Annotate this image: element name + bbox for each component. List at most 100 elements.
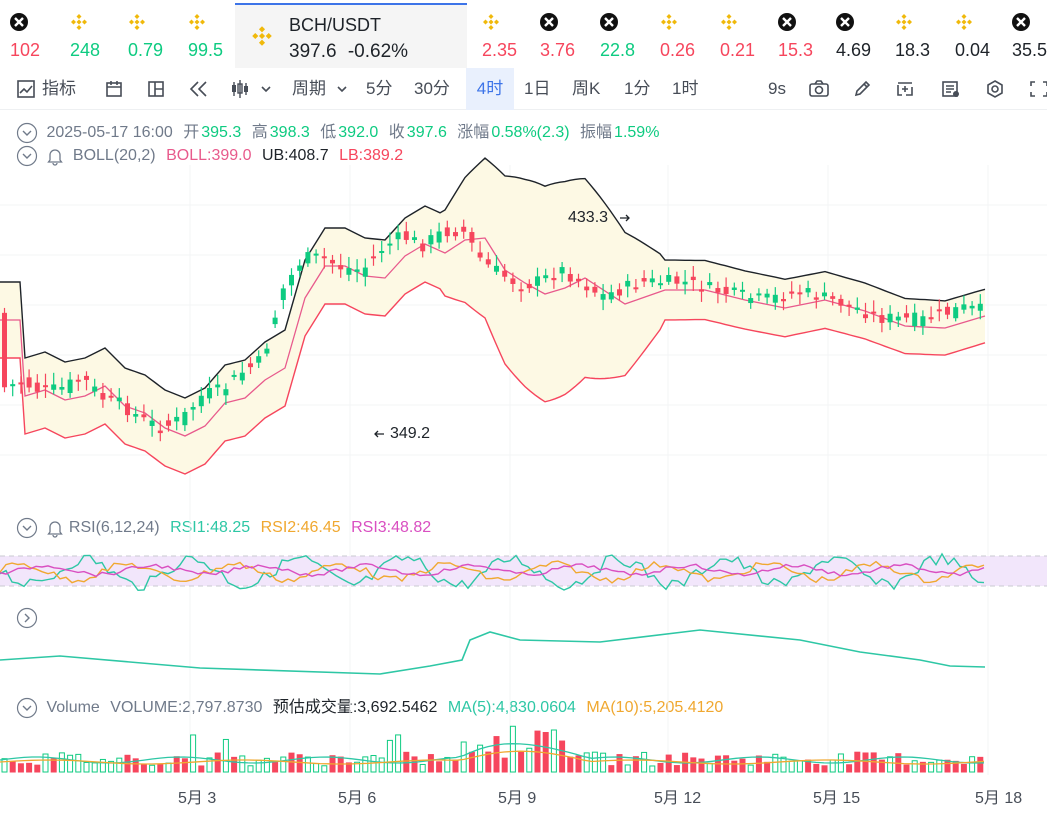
- chart-type-dropdown[interactable]: [230, 68, 276, 110]
- candle-body: [362, 267, 368, 277]
- collapse-chevron-icon[interactable]: [16, 145, 38, 167]
- volume-bar: [665, 754, 672, 773]
- candle-body: [477, 252, 483, 258]
- candle-body: [904, 313, 909, 318]
- refresh-countdown[interactable]: 9s: [768, 79, 786, 98]
- ticker-item[interactable]: 0.26: [660, 0, 700, 68]
- ticker-strip: 102 248 0.79 99.5 BCH/USDT 397.6 -0.62% …: [0, 0, 1047, 68]
- indicators-button[interactable]: 指标: [16, 68, 86, 110]
- layout-button[interactable]: [146, 68, 168, 110]
- period-dropdown[interactable]: 周期: [292, 68, 352, 110]
- bell-icon[interactable]: [46, 518, 64, 538]
- high-price-annotation: 433.3: [568, 209, 608, 226]
- candle-body: [43, 385, 48, 388]
- volume-bar: [542, 732, 549, 773]
- volume-ma5-line: [0, 743, 985, 764]
- expand-chevron-icon[interactable]: [16, 607, 38, 629]
- boll-mid: BOLL:399.0: [166, 147, 252, 165]
- candle-body: [666, 275, 672, 282]
- interval-5m[interactable]: 5分: [366, 79, 393, 98]
- ticker-price: 18.3: [895, 40, 931, 60]
- candle-body: [166, 420, 171, 426]
- candle-body: [116, 397, 122, 402]
- volume-bar: [247, 765, 254, 773]
- interval-1w[interactable]: 周K: [572, 79, 601, 98]
- ticker-price: 0.21: [720, 40, 756, 60]
- ticker-item[interactable]: 3.76: [540, 0, 580, 68]
- candle-date: 2025-05-17 16:00: [46, 124, 173, 141]
- x-axis-label: 5月 9: [498, 790, 537, 807]
- active-ticker[interactable]: BCH/USDT 397.6 -0.62%: [235, 3, 467, 68]
- ticker-item[interactable]: 35.5: [1012, 0, 1047, 68]
- candle-body: [953, 307, 959, 319]
- ticker-item[interactable]: 22.8: [600, 0, 640, 68]
- volume-bar: [747, 764, 754, 773]
- screenshot-button[interactable]: [808, 68, 832, 110]
- ticker-item[interactable]: 2.35: [482, 0, 522, 68]
- ticker-price: 99.5: [188, 40, 224, 60]
- interval-1h[interactable]: 1时: [672, 79, 699, 98]
- calendar-button[interactable]: [104, 68, 126, 110]
- candle-body: [2, 312, 7, 388]
- volume-bar: [550, 729, 557, 773]
- volume-bar: [149, 764, 156, 773]
- candle-body: [321, 256, 327, 259]
- template-button[interactable]: [940, 68, 964, 110]
- ticker-item[interactable]: 99.5: [188, 0, 228, 68]
- ticker-item[interactable]: 0.79: [128, 0, 168, 68]
- collapse-chevron-icon[interactable]: [16, 122, 38, 144]
- volume-bar: [304, 756, 311, 773]
- boll-band-fill: [0, 158, 985, 474]
- replay-button[interactable]: [188, 68, 212, 110]
- candle-body: [338, 265, 344, 270]
- ticker-item[interactable]: 15.3: [778, 0, 818, 68]
- ticker-price: 22.8: [600, 40, 636, 60]
- candle-body: [813, 297, 819, 300]
- candle-body: [805, 288, 811, 293]
- volume-ma10: MA(10):5,205.4120: [586, 699, 724, 716]
- volume-bar: [854, 751, 861, 773]
- candle-body: [854, 307, 860, 310]
- ticker-item[interactable]: 0.21: [720, 0, 760, 68]
- ticker-item[interactable]: 4.69: [836, 0, 876, 68]
- rsi1-value: RSI1:48.25: [170, 519, 251, 537]
- volume-bar: [526, 747, 533, 773]
- add-indicator-button[interactable]: [894, 68, 918, 110]
- bell-icon[interactable]: [46, 146, 64, 166]
- pane-expand: [0, 607, 42, 629]
- draw-button[interactable]: [852, 68, 876, 110]
- ticker-item[interactable]: 248: [70, 0, 110, 68]
- ticker-item[interactable]: 102: [10, 0, 50, 68]
- volume-bar: [837, 753, 844, 773]
- candle-body: [330, 259, 335, 264]
- binance-coin-icon: [252, 26, 272, 46]
- volume-bar: [460, 741, 467, 773]
- volume-bar: [870, 752, 877, 773]
- settings-button[interactable]: [984, 68, 1008, 110]
- collapse-chevron-icon[interactable]: [16, 697, 38, 719]
- ticker-price: 0.26: [660, 40, 696, 60]
- fullscreen-button[interactable]: [1028, 68, 1047, 110]
- volume-bar: [132, 758, 139, 773]
- volume-bar: [616, 754, 623, 773]
- indicators-label: 指标: [42, 79, 76, 98]
- collapse-chevron-icon[interactable]: [16, 517, 38, 539]
- candle-body: [608, 292, 614, 300]
- interval-30m[interactable]: 30分: [414, 79, 450, 98]
- boll-mid-line: [0, 237, 986, 437]
- volume-bar: [436, 761, 443, 773]
- candle-body: [223, 389, 229, 396]
- candle-body: [641, 278, 647, 282]
- interval-1min[interactable]: 1分: [624, 79, 651, 98]
- volume-bar: [739, 758, 746, 773]
- interval-4h[interactable]: 4时: [466, 68, 514, 110]
- low-value: 392.0: [338, 124, 379, 141]
- ticker-item[interactable]: 18.3: [895, 0, 935, 68]
- volume-bar: [34, 764, 41, 773]
- volume-bar: [731, 760, 738, 773]
- candle-body: [133, 414, 139, 417]
- ticker-item[interactable]: 0.04: [955, 0, 995, 68]
- x-axis-label: 5月 18: [975, 790, 1023, 807]
- volume-bar: [796, 760, 803, 773]
- interval-1d[interactable]: 1日: [524, 79, 551, 98]
